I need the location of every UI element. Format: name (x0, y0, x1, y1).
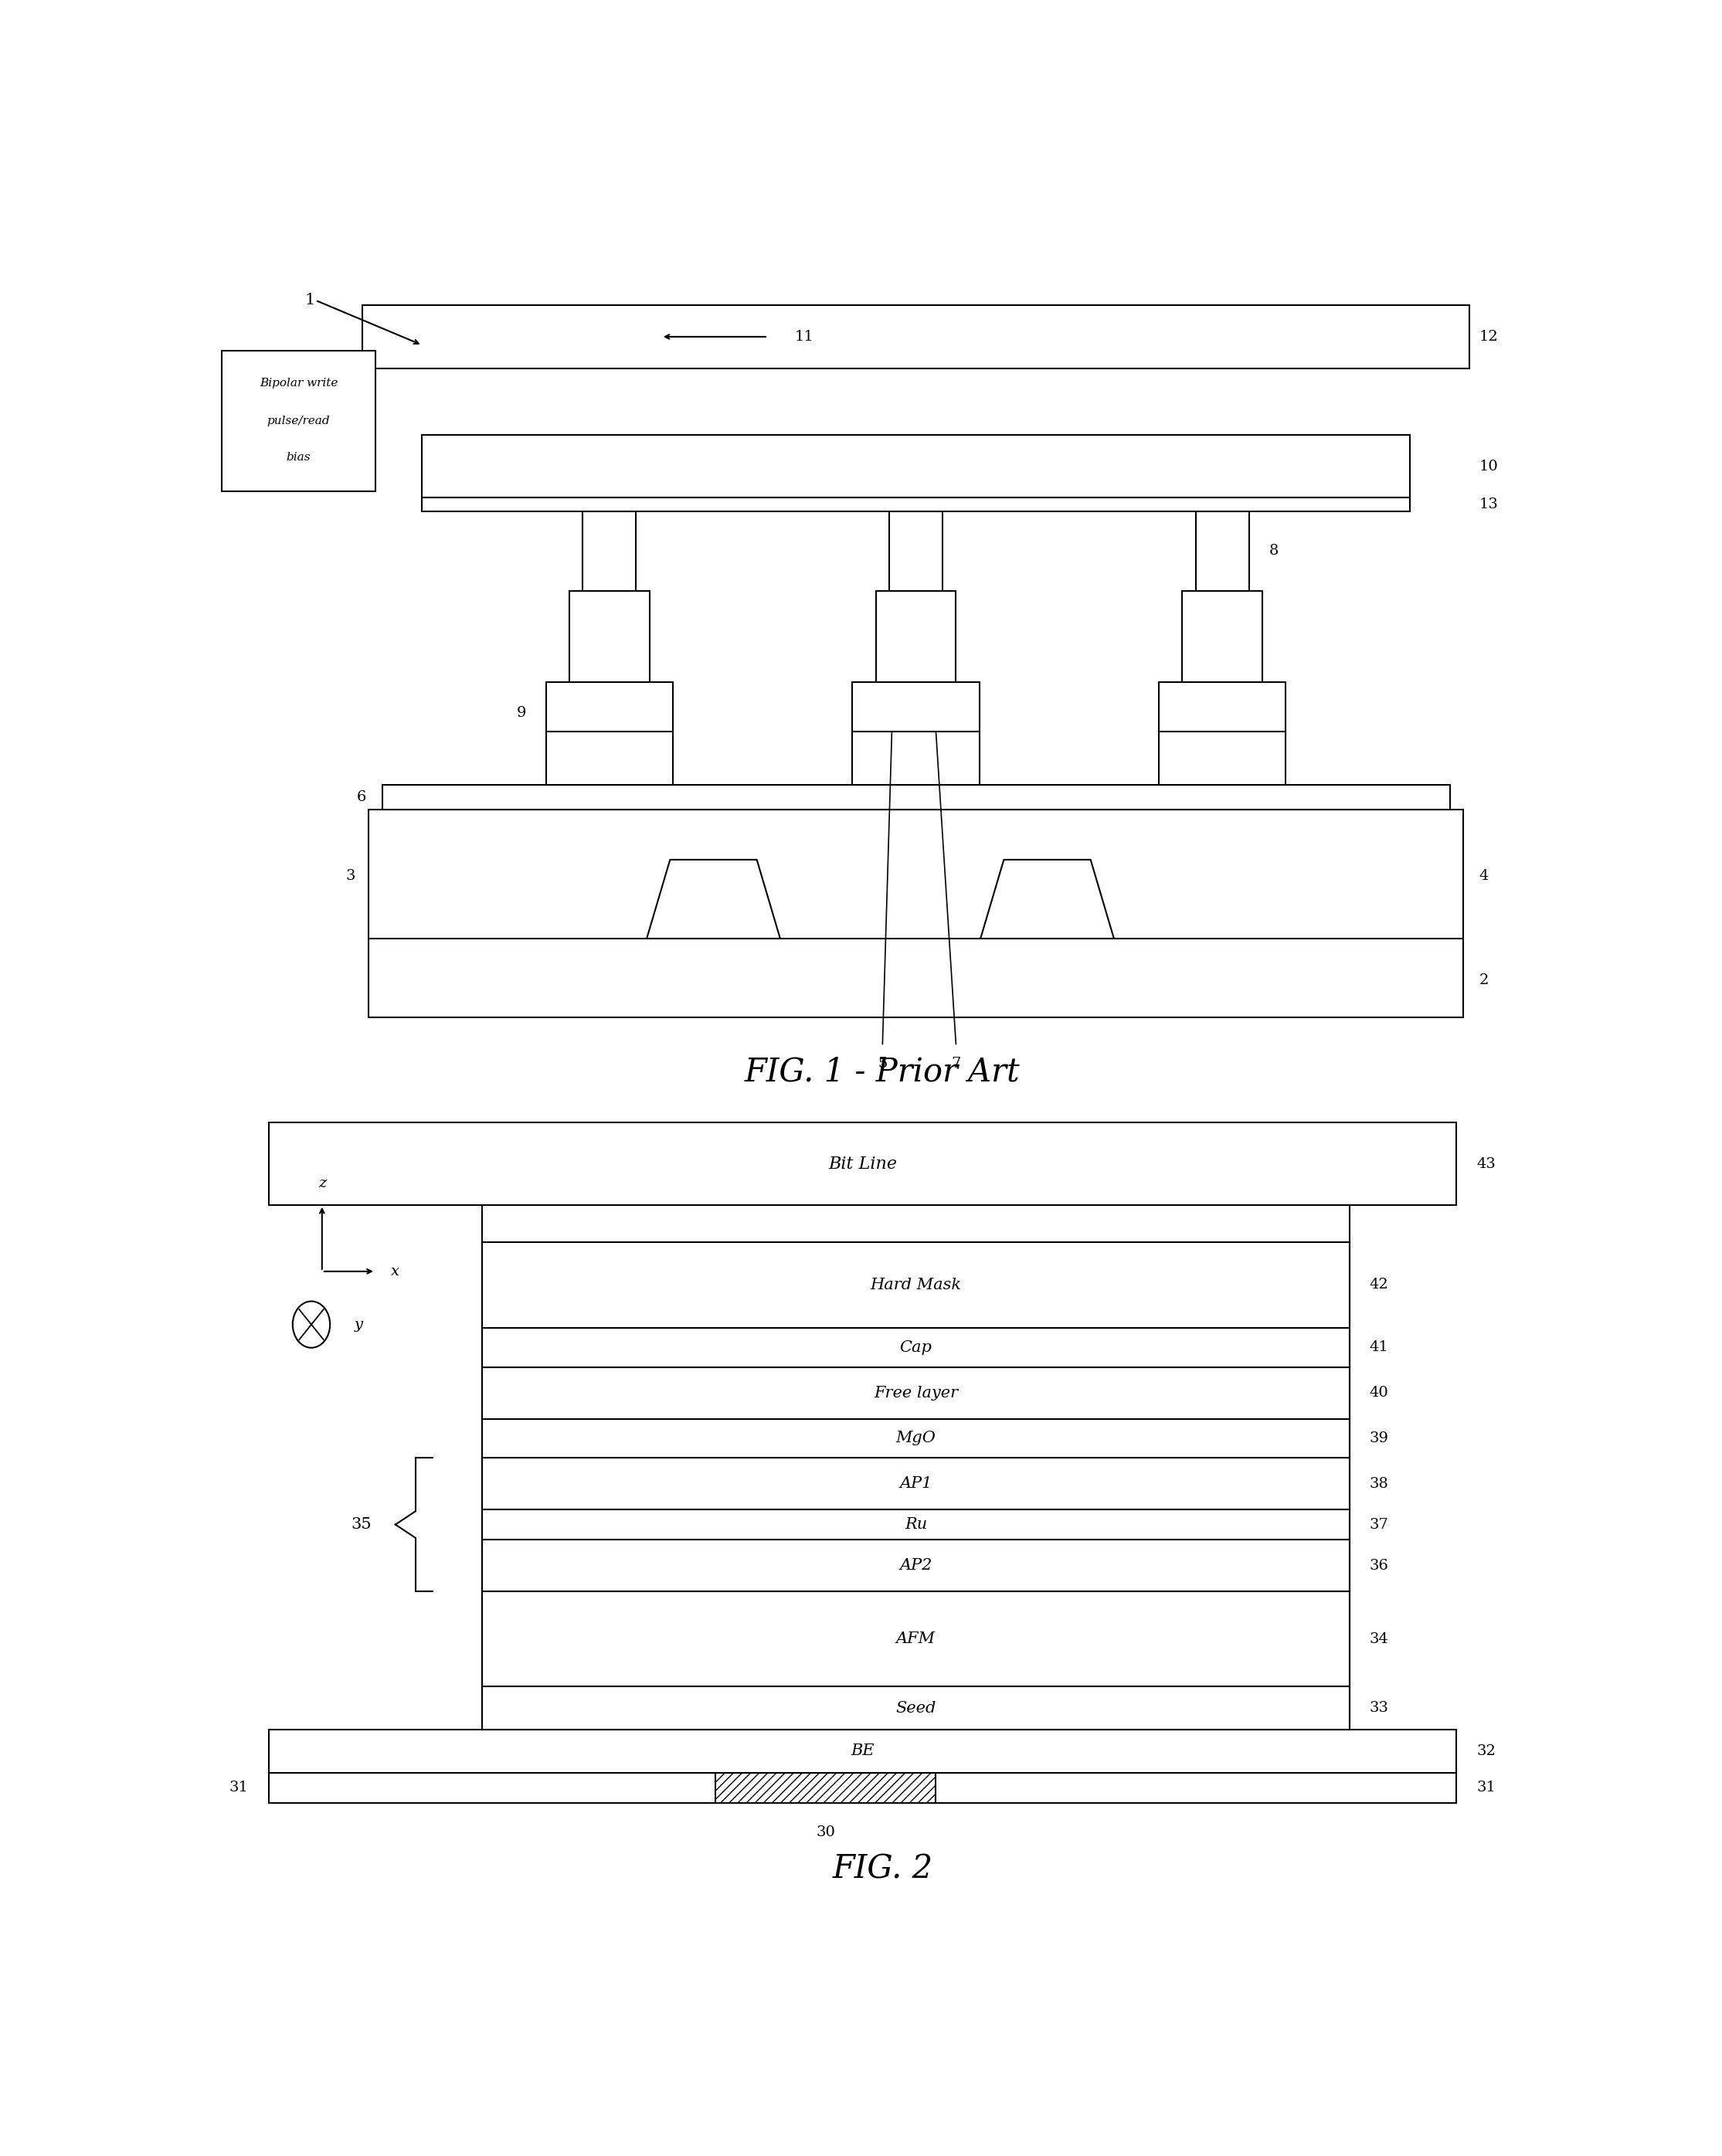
Bar (482, 1539, 1350, 1591)
Text: 8: 8 (1269, 543, 1278, 558)
Bar (269, 1729, 1457, 1772)
Text: 35: 35 (351, 1518, 372, 1533)
Text: 7: 7 (951, 1056, 961, 1072)
Text: 2: 2 (1479, 972, 1488, 987)
Text: Cap: Cap (899, 1341, 932, 1354)
Bar (269, 1772, 1457, 1802)
Text: Seed: Seed (895, 1701, 937, 1716)
Polygon shape (647, 860, 780, 938)
Text: 10: 10 (1479, 459, 1498, 472)
Text: pulse/read: pulse/read (267, 416, 331, 427)
Bar (1159, 681, 1286, 785)
Bar (482, 1367, 1350, 1419)
Text: Hard Mask: Hard Mask (870, 1279, 961, 1291)
Text: 31: 31 (1476, 1781, 1496, 1794)
Circle shape (293, 1302, 331, 1348)
Text: FIG. 1 - Prior Art: FIG. 1 - Prior Art (744, 1056, 1021, 1089)
Bar (1195, 511, 1248, 591)
Text: bias: bias (286, 453, 312, 464)
Bar (1183, 591, 1262, 681)
Text: 40: 40 (1369, 1386, 1388, 1399)
Text: Bipolar write: Bipolar write (260, 377, 338, 388)
Text: 42: 42 (1369, 1279, 1388, 1291)
Text: 36: 36 (1369, 1559, 1390, 1572)
Text: 32: 32 (1476, 1744, 1496, 1757)
Text: Ru: Ru (904, 1518, 926, 1533)
Text: z: z (319, 1177, 325, 1190)
Bar (570, 591, 649, 681)
Text: 34: 34 (1369, 1632, 1390, 1645)
Text: FIG. 2: FIG. 2 (832, 1852, 933, 1884)
Text: 30: 30 (816, 1826, 835, 1839)
Text: 13: 13 (1479, 498, 1498, 511)
Text: 33: 33 (1369, 1701, 1390, 1714)
Text: 9: 9 (517, 705, 525, 720)
Text: 6: 6 (356, 791, 367, 804)
Polygon shape (980, 860, 1114, 938)
Text: 11: 11 (794, 330, 815, 343)
Text: 41: 41 (1369, 1341, 1388, 1354)
Bar (482, 1242, 1350, 1328)
Text: 5: 5 (878, 1056, 887, 1072)
Bar (716, 1772, 937, 1802)
Bar (382, 785, 1450, 811)
Text: 12: 12 (1479, 330, 1498, 343)
Bar (876, 591, 956, 681)
Text: 31: 31 (229, 1781, 248, 1794)
Bar (482, 1509, 1350, 1539)
Text: 43: 43 (1476, 1158, 1496, 1171)
Text: Free layer: Free layer (873, 1386, 957, 1399)
Bar (482, 1328, 1350, 1367)
Text: 1: 1 (305, 293, 315, 308)
Bar (422, 436, 1410, 498)
Bar (482, 1591, 1350, 1686)
Text: BE: BE (851, 1744, 875, 1759)
Bar (482, 1419, 1350, 1457)
Bar (369, 811, 1464, 1018)
Text: y: y (355, 1317, 363, 1332)
Bar (582, 511, 635, 591)
Text: 39: 39 (1369, 1432, 1390, 1445)
Bar (482, 1686, 1350, 1729)
Bar (362, 306, 1471, 369)
Text: 38: 38 (1369, 1477, 1390, 1490)
Text: 37: 37 (1369, 1518, 1390, 1531)
Bar (852, 681, 980, 785)
Bar (889, 511, 942, 591)
Bar (482, 1457, 1350, 1509)
Text: 3: 3 (346, 869, 355, 884)
Bar (269, 1123, 1457, 1205)
Text: Bit Line: Bit Line (828, 1156, 897, 1173)
Text: AP2: AP2 (899, 1559, 932, 1574)
Text: AFM: AFM (895, 1632, 935, 1647)
Text: 4: 4 (1479, 869, 1488, 884)
Bar (422, 498, 1410, 511)
Text: x: x (391, 1263, 400, 1279)
Text: MgO: MgO (895, 1432, 937, 1445)
Text: AP1: AP1 (899, 1477, 932, 1492)
Bar (222, 351, 375, 492)
Bar (546, 681, 673, 785)
